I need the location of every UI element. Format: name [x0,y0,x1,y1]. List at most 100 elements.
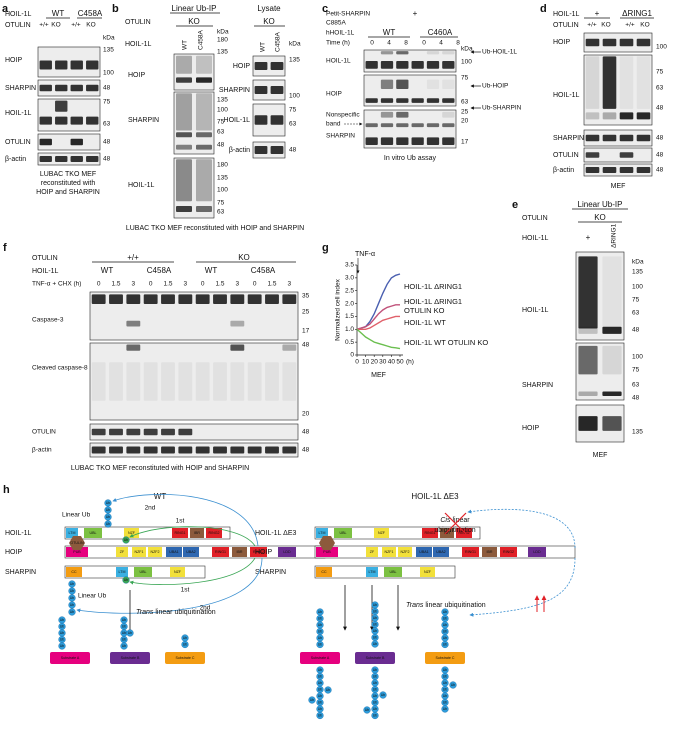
legend-label: HOIL-1L ΔRING1 OTULIN KO [404,297,463,315]
marker-label: 135 [632,429,643,436]
band [636,38,651,47]
ub-label: Ub [365,708,370,712]
ub-label: Ub [443,623,448,627]
domain-label: NZF [174,570,182,574]
domain-label: CC [321,570,327,574]
domain [66,547,88,557]
ub-label: Ub [128,631,133,635]
blot [37,152,101,166]
band [86,60,99,70]
label: HOIL-1L [125,41,152,48]
substrate [110,652,150,664]
ub-label: Ub [373,616,378,620]
label: 0 [422,40,426,47]
marker-label: 48 [632,395,640,402]
band [602,256,622,329]
band [602,326,622,334]
band [91,294,106,304]
ub-label: Ub [373,668,378,672]
label: + [413,9,418,18]
band [442,111,455,118]
band [619,56,634,109]
label: Cis linear [440,517,470,524]
marker-label: 100 [461,59,472,66]
domain [206,528,222,538]
ub [379,691,387,699]
domain [334,528,352,538]
domain-label: NZF2 [151,550,160,554]
ub [68,601,76,609]
ub-label: Ub [310,698,315,702]
band [195,446,210,454]
label: Trans linear ubiquitination [406,602,486,609]
band [426,137,440,145]
band [426,51,440,55]
ub-label: Ub [373,681,378,685]
label: HOIP and SHARPIN [36,189,100,196]
band [578,326,598,334]
band [396,51,409,55]
marker-label: 48 [302,447,310,454]
band [380,98,394,103]
label: WT [52,9,65,18]
band [380,123,394,128]
blot [252,55,286,77]
band [254,115,268,125]
band [619,167,634,173]
band [230,446,245,454]
label: HOIP [128,72,145,79]
marker-label: 48 [632,327,640,334]
domain [433,547,449,557]
band [247,362,262,401]
x-tick-label: 30 [379,359,387,366]
marker-label: 180 [217,37,228,44]
ub-label: Ub [443,610,448,614]
substrate-label: Substrate C [436,656,455,660]
band [411,61,424,69]
band [55,116,68,125]
band [178,294,193,304]
band [282,294,297,304]
label: Caspase-3 [32,317,64,324]
annotation: TNF-α [355,251,375,258]
band [86,156,99,162]
band [270,115,284,125]
band [602,38,617,47]
band [602,345,622,375]
label: 1.5 [215,281,224,288]
ub-label: Ub [443,687,448,691]
marker-label: 100 [656,44,667,51]
label: kDa [217,29,229,36]
band [442,79,455,89]
ub-label: Ub [443,636,448,640]
blot [37,79,101,97]
domain [416,547,432,557]
ub [324,686,332,694]
band [70,84,83,92]
label: KO [238,253,250,262]
marker-label: 35 [302,293,310,300]
label: 0 [253,281,257,288]
domain [316,547,338,557]
band [91,446,106,454]
label: HOIP [522,425,539,432]
domain [398,547,412,557]
domain-label: UBA2 [186,550,195,554]
label: 3 [287,281,291,288]
marker-label: 48 [103,85,111,92]
domain [166,547,182,557]
label: kDa [103,35,115,42]
ub-label: Ub [60,644,65,648]
ub [104,513,112,521]
domain-label: RING2 [459,531,470,535]
label: OTULIN [125,19,151,26]
label: 8 [456,40,460,47]
y-tick-label: 0 [350,352,354,359]
label: Ub-SHARPIN [482,105,522,112]
marker-label: 100 [217,187,228,194]
label: C458A [147,266,172,275]
ub-label: Ub [106,501,111,505]
label: 1.5 [163,281,172,288]
ub-label: Ub [443,642,448,646]
